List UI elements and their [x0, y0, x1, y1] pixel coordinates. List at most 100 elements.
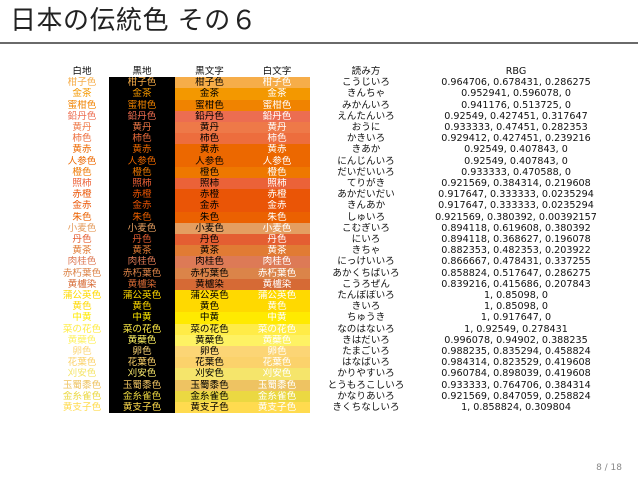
color-name-on-black: 黄丹: [109, 122, 175, 134]
swatch-black-text: 柿色: [175, 133, 244, 145]
rgb-value: 0.933333, 0.47451, 0.282353: [444, 122, 588, 134]
swatch-black-text: 柑子色: [175, 77, 244, 89]
color-name-on-black: 照柿: [109, 178, 175, 190]
reading: はなばいろ: [342, 357, 390, 369]
swatch-white-text: 玉蜀黍色: [244, 379, 310, 391]
rgb-value: 0.858824, 0.517647, 0.286275: [441, 267, 591, 279]
reading: あかくちばいろ: [332, 267, 400, 279]
table-row: 丹色 丹色 丹色 丹色 にいろ 0.894118, 0.368627, 0.196078: [55, 234, 610, 246]
color-name-on-white: 黄丹: [72, 122, 92, 134]
color-name-on-white: 柑子色: [67, 77, 97, 89]
table-row: 橙色 橙色 橙色 橙色 だいだいいろ 0.933333, 0.470588, 0: [55, 166, 610, 179]
reading: きんあか: [346, 200, 386, 212]
swatch-white-text: 金茶: [244, 88, 310, 100]
rgb-value: 0.917647, 0.333333, 0.0235294: [438, 189, 594, 201]
color-name-on-black: 金茶: [109, 88, 175, 100]
swatch-black-text: 黄蘗色: [175, 334, 244, 347]
swatch-black-text: 小麦色: [175, 222, 244, 235]
rgb-value: 0.984314, 0.823529, 0.419608: [441, 357, 591, 369]
rgb-value: 0.933333, 0.470588, 0: [461, 166, 571, 178]
color-name-on-white: 金赤: [72, 200, 92, 212]
swatch-white-text: 刈安色: [244, 368, 310, 380]
color-name-on-white: 赤橙: [72, 189, 92, 201]
table-row: 人参色 人参色 人参色 人参色 にんじんいろ 0.92549, 0.407843, 0: [55, 155, 610, 167]
color-name-on-white: 照柿: [72, 178, 92, 190]
color-name-on-black: 赤朽葉色: [109, 267, 175, 279]
table-row: 黄茶 黄茶 黄茶 黄茶 きちゃ 0.882353, 0.482353, 0.203922: [55, 245, 610, 257]
color-name-on-white: 鉛丹色: [67, 110, 97, 122]
swatch-white-text: 赤橙: [244, 189, 310, 201]
color-name-on-black: 橙色: [109, 166, 175, 179]
reading: こむぎいろ: [342, 222, 390, 234]
swatch-white-text: 金糸雀色: [244, 390, 310, 403]
color-name-on-white: 小麦色: [67, 222, 97, 234]
color-name-on-white: 蜜柑色: [67, 99, 97, 111]
rgb-value: 0.996078, 0.94902, 0.388235: [444, 334, 588, 346]
reading: きはだいろ: [342, 334, 390, 346]
rgb-value: 0.964706, 0.678431, 0.286275: [441, 77, 591, 89]
table-row: 照柿 照柿 照柿 照柿 てりがき 0.921569, 0.384314, 0.219608: [55, 178, 610, 190]
color-name-on-black: 中黄: [109, 312, 175, 324]
reading: きいろ: [351, 301, 381, 313]
rgb-value: 0.921569, 0.380392, 0.00392157: [435, 211, 597, 223]
reading: にんじんいろ: [337, 155, 395, 167]
rgb-value: 0.941176, 0.513725, 0: [461, 99, 571, 111]
table-row: 朱色 朱色 朱色 朱色 しゅいろ 0.921569, 0.380392, 0.003921…: [55, 211, 610, 223]
reading: きちゃ: [351, 245, 381, 257]
color-name-on-white: 菜の花色: [62, 323, 102, 335]
swatch-black-text: 肉桂色: [175, 256, 244, 268]
reading: にっけいいろ: [337, 256, 395, 268]
reading: しゅいろ: [346, 211, 386, 223]
table-row: 赤橙 赤橙 赤橙 赤橙 あかだいだい 0.917647, 0.333333, 0.0235…: [55, 189, 610, 201]
reading: とうもろこしいろ: [327, 379, 405, 391]
swatch-black-text: 玉蜀黍色: [175, 379, 244, 391]
color-name-on-black: 丹色: [109, 234, 175, 246]
color-name-on-white: 金糸雀色: [62, 390, 102, 402]
swatch-white-text: 蒲公英色: [244, 290, 310, 302]
table-row: 柑子色 柑子色 柑子色 柑子色 こうじいろ 0.964706, 0.678431, 0.2…: [55, 77, 610, 89]
color-name-on-white: 花葉色: [67, 357, 97, 369]
reading: だいだいいろ: [337, 166, 395, 178]
swatch-black-text: 赤朽葉色: [175, 267, 244, 279]
color-name-on-white: 黄支子色: [62, 402, 102, 414]
swatch-white-text: 人参色: [244, 155, 310, 167]
rgb-value: 1, 0.917647, 0: [480, 312, 552, 324]
table-row: 蒲公英色 蒲公英色 蒲公英色 蒲公英色 たんぽぽいろ 1, 0.85098, 0: [55, 290, 610, 302]
swatch-black-text: 丹色: [175, 234, 244, 246]
color-name-on-white: 橙色: [72, 166, 92, 178]
swatch-black-text: 金赤: [175, 200, 244, 212]
table-row: 菜の花色 菜の花色 菜の花色 菜の花色 なのはないろ 1, 0.92549, 0.2784…: [55, 323, 610, 335]
color-name-on-white: 肉桂色: [67, 256, 97, 268]
reading: たまごいろ: [342, 346, 390, 358]
rgb-value: 0.917647, 0.333333, 0.0235294: [438, 200, 594, 212]
table-row: 蜜柑色 蜜柑色 蜜柑色 蜜柑色 みかんいろ 0.941176, 0.513725, 0: [55, 99, 610, 111]
color-name-on-white: 玉蜀黍色: [62, 379, 102, 391]
table-row: 黄支子色 黄支子色 黄支子色 黄支子色 きくちなしいろ 1, 0.858824, 0.30…: [55, 402, 610, 414]
swatch-black-text: 黄色: [175, 301, 244, 313]
color-name-on-white: 赤朽葉色: [62, 267, 102, 279]
reading: きくちなしいろ: [332, 402, 400, 414]
swatch-white-text: 黄支子色: [244, 402, 310, 414]
swatch-black-text: 朱色: [175, 211, 244, 223]
reading: こうじいろ: [342, 77, 390, 89]
color-name-on-black: 蜜柑色: [109, 99, 175, 111]
swatch-black-text: 菜の花色: [175, 323, 244, 335]
header-white-text: 白文字: [262, 66, 292, 77]
reading: たんぽぽいろ: [337, 290, 395, 302]
color-name-on-black: 黄茶: [109, 245, 175, 257]
swatch-black-text: 金糸雀色: [175, 390, 244, 403]
swatch-white-text: 橙色: [244, 166, 310, 179]
rgb-value: 0.882353, 0.482353, 0.203922: [441, 245, 591, 257]
color-name-on-black: 柑子色: [109, 77, 175, 89]
rgb-value: 0.92549, 0.427451, 0.317647: [444, 110, 588, 122]
reading: かなりあいろ: [337, 390, 395, 402]
swatch-white-text: 照柿: [244, 178, 310, 190]
swatch-white-text: 黄丹: [244, 122, 310, 134]
header-rgb: RBG: [505, 66, 527, 77]
swatch-white-text: 黄色: [244, 301, 310, 313]
color-name-on-black: 金糸雀色: [109, 390, 175, 403]
rgb-value: 0.839216, 0.415686, 0.207843: [441, 278, 591, 290]
rgb-value: 1, 0.858824, 0.309804: [461, 402, 571, 414]
swatch-black-text: 黄支子色: [175, 402, 244, 414]
swatch-white-text: 菜の花色: [244, 323, 310, 335]
